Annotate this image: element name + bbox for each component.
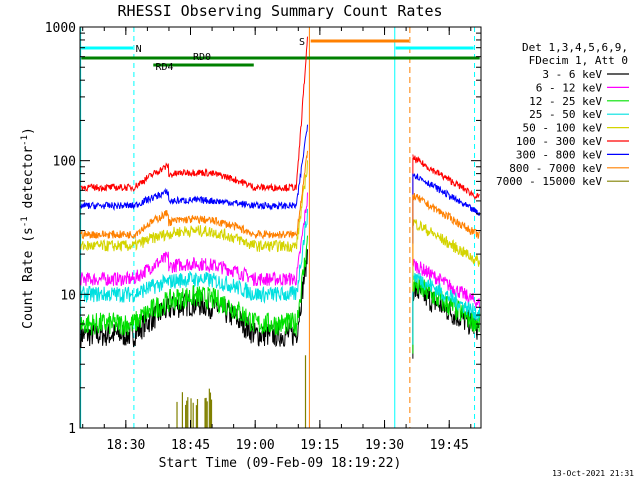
flag-label-saa: S bbox=[299, 37, 305, 48]
legend-label: 50 - 100 keV bbox=[523, 122, 603, 135]
series-7000-15000-kev bbox=[176, 355, 307, 428]
y-axis-label-part: ) bbox=[21, 127, 36, 135]
legend-label: 3 - 6 keV bbox=[542, 68, 602, 81]
y-axis-label: Count Rate (s-1 detector-1) bbox=[20, 127, 36, 329]
legend-header-detectors: Det 1,3,4,5,6,9, bbox=[522, 41, 628, 54]
flag-label-rd4: RD4 bbox=[155, 62, 173, 73]
legend-header-decimation: FDecim 1, Att 0 bbox=[529, 54, 628, 67]
x-tick-label: 19:30 bbox=[365, 438, 404, 453]
legend-label: 6 - 12 keV bbox=[536, 81, 603, 94]
flag-label-rd0: RD0 bbox=[193, 52, 211, 63]
legend-label: 300 - 800 keV bbox=[516, 148, 602, 161]
series-line-segment-1 bbox=[80, 36, 308, 193]
series-line-segment-2 bbox=[412, 275, 481, 333]
series-line-segment-2 bbox=[412, 193, 481, 239]
legend-label: 800 - 7000 keV bbox=[509, 162, 602, 175]
series-line-segment-1 bbox=[80, 235, 308, 336]
chart-title: RHESSI Observing Summary Count Rates bbox=[117, 2, 442, 20]
series-line-segment-1 bbox=[80, 124, 308, 212]
legend-label: 12 - 25 keV bbox=[529, 95, 602, 108]
y-axis: 1 10 100 1000 bbox=[45, 21, 481, 437]
legend-label: 25 - 50 keV bbox=[529, 108, 602, 121]
flag-label-night: N bbox=[136, 44, 142, 55]
series-line-segment-1 bbox=[80, 208, 308, 305]
x-tick-label: 19:45 bbox=[430, 438, 469, 453]
series-line-segment-1 bbox=[80, 150, 308, 240]
legend: Det 1,3,4,5,6,9, FDecim 1, Att 0 3 - 6 k… bbox=[496, 41, 629, 188]
x-tick-label: 18:45 bbox=[171, 438, 210, 453]
x-axis-label: Start Time (09-Feb-09 18:19:22) bbox=[159, 456, 402, 471]
series-line-segment-1 bbox=[80, 192, 308, 287]
legend-label: 100 - 300 keV bbox=[516, 135, 602, 148]
plot-frame bbox=[79, 26, 482, 429]
x-tick-label: 19:00 bbox=[236, 438, 275, 453]
y-tick-label: 10 bbox=[60, 288, 76, 303]
series-line-segment-2 bbox=[412, 219, 481, 267]
x-tick-label: 19:15 bbox=[300, 438, 339, 453]
series-line-segment-2 bbox=[412, 266, 481, 322]
series-3-6-kev bbox=[80, 247, 480, 359]
footer-date: 13-Oct-2021 21:31 bbox=[552, 469, 634, 478]
series-line-segment-2 bbox=[412, 154, 480, 200]
x-axis: 18:30 18:45 19:00 19:15 19:30 19:45 bbox=[82, 27, 472, 453]
series-line-segment-1 bbox=[80, 160, 308, 253]
y-tick-label: 1000 bbox=[45, 21, 76, 36]
series-line-segment-1 bbox=[80, 247, 308, 348]
y-tick-label: 100 bbox=[53, 155, 76, 170]
y-axis-label-part: Count Rate (s bbox=[21, 227, 36, 329]
y-tick-label: 1 bbox=[68, 422, 76, 437]
y-axis-label-superscript: -1 bbox=[20, 135, 30, 146]
series-800-7000-kev bbox=[80, 150, 481, 266]
y-axis-label-superscript: -1 bbox=[20, 216, 30, 227]
x-tick-label: 18:30 bbox=[106, 438, 145, 453]
legend-label: 7000 - 15000 keV bbox=[496, 175, 602, 188]
plot-area: N RD0 RD4 S bbox=[80, 27, 481, 428]
y-axis-label-part: detector bbox=[21, 146, 36, 217]
series-line-segment-2 bbox=[412, 173, 481, 216]
